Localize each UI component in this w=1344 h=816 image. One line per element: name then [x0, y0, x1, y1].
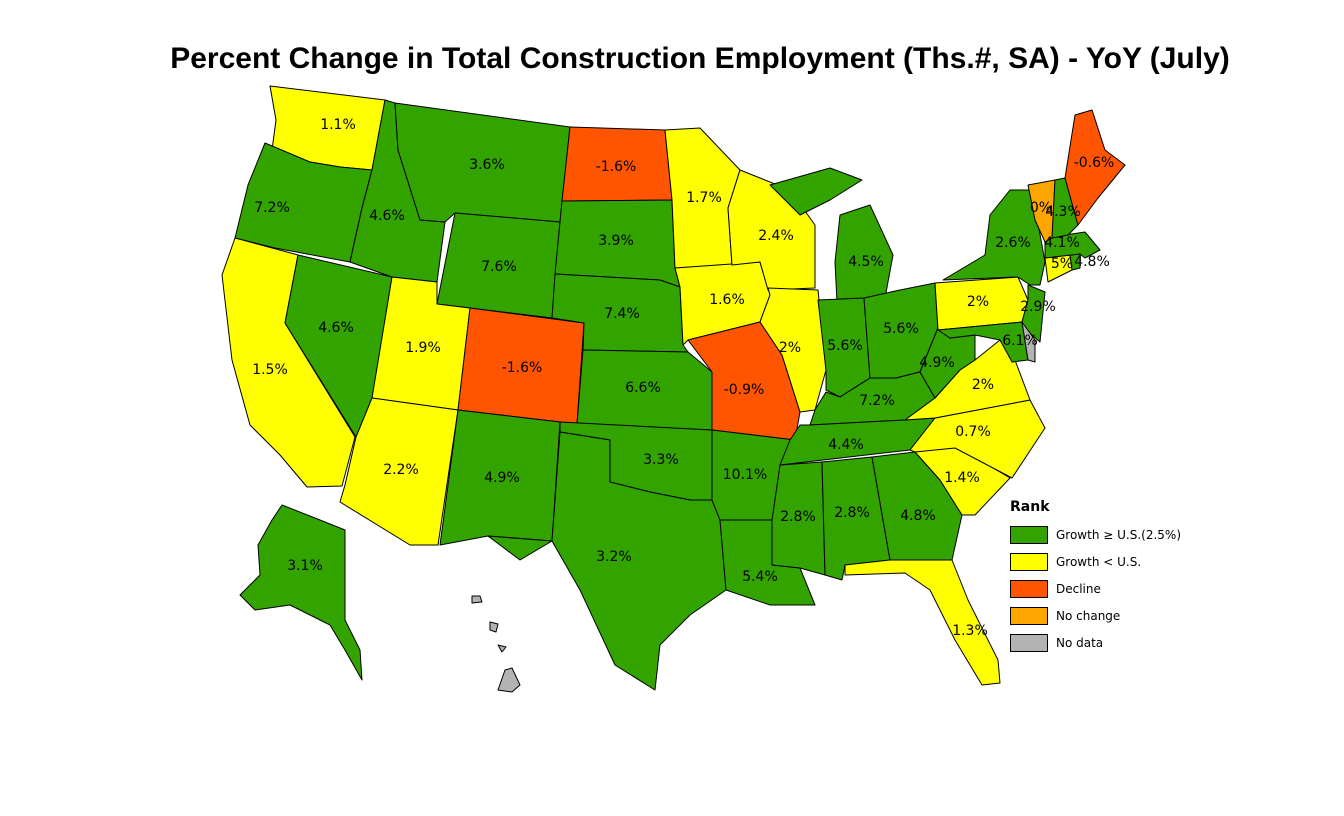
- page-title: Percent Change in Total Construction Emp…: [170, 42, 1230, 75]
- state-label-AL: 2.8%: [834, 505, 870, 521]
- legend-swatch: [1010, 525, 1048, 544]
- state-label-NH: 4.3%: [1045, 204, 1081, 220]
- legend-swatch: [1010, 579, 1048, 598]
- state-label-NC: 0.7%: [955, 424, 991, 440]
- state-label-WY: 7.6%: [481, 259, 517, 275]
- legend-item-growth-lt: Growth < U.S.: [1010, 548, 1181, 575]
- state-label-CO: -1.6%: [502, 360, 543, 376]
- state-FL: [844, 559, 1001, 686]
- state-NC: [909, 399, 1046, 479]
- state-TX: [487, 431, 727, 691]
- state-ME: [1064, 109, 1126, 226]
- state-label-KY: 7.2%: [859, 393, 895, 409]
- state-label-OK: 3.3%: [643, 452, 679, 468]
- state-label-CT: 5%: [1051, 256, 1073, 272]
- state-label-UT: 1.9%: [405, 340, 441, 356]
- state-DE: [1021, 321, 1036, 363]
- legend-label: Decline: [1056, 581, 1101, 596]
- state-label-SC: 1.4%: [944, 470, 980, 486]
- state-label-NV: 4.6%: [318, 320, 354, 336]
- state-MI-up: [769, 167, 863, 216]
- legend-item-growth-ge: Growth ≥ U.S.(2.5%): [1010, 521, 1181, 548]
- state-label-MA: 4.1%: [1044, 235, 1080, 251]
- state-HI-islands: [471, 595, 507, 653]
- state-label-VT: 0%: [1030, 200, 1052, 216]
- state-MA: [1044, 231, 1101, 259]
- state-label-NM: 4.9%: [484, 470, 520, 486]
- state-label-MI: 4.5%: [848, 254, 884, 270]
- state-label-ND: -1.6%: [596, 159, 637, 175]
- state-VT: [1027, 179, 1056, 243]
- legend-item-no-change: No change: [1010, 602, 1181, 629]
- state-label-IL: 2%: [779, 340, 801, 356]
- state-label-TN: 4.4%: [828, 437, 864, 453]
- state-label-AK: 3.1%: [287, 558, 323, 574]
- state-label-SD: 3.9%: [598, 233, 634, 249]
- state-label-MD: 6.1%: [1002, 333, 1038, 349]
- legend-label: No data: [1056, 635, 1104, 650]
- state-label-OR: 7.2%: [254, 200, 290, 216]
- state-label-MO: -0.9%: [724, 382, 765, 398]
- state-label-NE: 7.4%: [604, 306, 640, 322]
- legend-swatch: [1010, 633, 1048, 652]
- legend-title: Rank: [1010, 499, 1050, 515]
- state-label-CA: 1.5%: [252, 362, 288, 378]
- state-label-MT: 3.6%: [469, 157, 505, 173]
- state-label-ID: 4.6%: [369, 208, 405, 224]
- state-label-GA: 4.8%: [900, 508, 936, 524]
- state-NH: [1051, 177, 1079, 239]
- state-AK: [239, 504, 363, 681]
- legend-item-decline: Decline: [1010, 575, 1181, 602]
- state-label-AR: 10.1%: [723, 467, 767, 483]
- state-HI: [497, 667, 521, 693]
- state-label-NY: 2.6%: [995, 235, 1031, 251]
- state-label-IA: 1.6%: [709, 292, 745, 308]
- state-label-ME: -0.6%: [1074, 155, 1115, 171]
- state-label-WV: 4.9%: [919, 355, 955, 371]
- state-label-OH: 5.6%: [883, 321, 919, 337]
- legend: Rank Growth ≥ U.S.(2.5%) Growth < U.S. Dec…: [1010, 499, 1181, 656]
- state-label-AZ: 2.2%: [383, 462, 419, 478]
- state-label-IN: 5.6%: [827, 338, 863, 354]
- legend-swatch: [1010, 606, 1048, 625]
- legend-label: Growth ≥ U.S.(2.5%): [1056, 527, 1181, 542]
- legend-item-no-data: No data: [1010, 629, 1181, 656]
- state-label-NJ: 2.9%: [1020, 299, 1056, 315]
- legend-label: Growth < U.S.: [1056, 554, 1142, 569]
- state-label-PA: 2%: [967, 294, 989, 310]
- state-label-RI: 4.8%: [1074, 254, 1110, 270]
- legend-swatch: [1010, 552, 1048, 571]
- state-label-KS: 6.6%: [625, 380, 661, 396]
- state-label-VA: 2%: [972, 377, 994, 393]
- state-label-MS: 2.8%: [780, 509, 816, 525]
- state-label-WA: 1.1%: [320, 117, 356, 133]
- state-label-LA: 5.4%: [742, 569, 778, 585]
- legend-label: No change: [1056, 608, 1121, 623]
- state-label-MN: 1.7%: [686, 190, 722, 206]
- state-label-FL: 1.3%: [952, 623, 988, 639]
- state-label-WI: 2.4%: [758, 228, 794, 244]
- state-label-TX: 3.2%: [596, 549, 632, 565]
